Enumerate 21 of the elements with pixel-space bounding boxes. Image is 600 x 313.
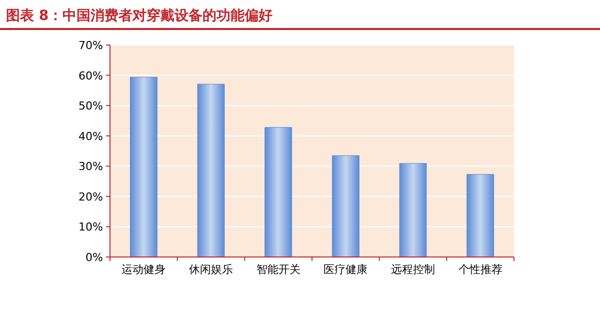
y-tick-label: 60%	[78, 69, 103, 82]
x-tick-label: 远程控制	[391, 263, 435, 276]
y-tick-label: 0%	[86, 251, 103, 264]
bar	[197, 84, 225, 258]
bar	[399, 163, 427, 258]
bar	[264, 127, 292, 258]
y-tick-label: 10%	[78, 220, 103, 234]
x-tick-label: 智能开关	[256, 263, 300, 276]
y-tick-label: 50%	[78, 100, 103, 113]
x-tick-label: 运动健身	[122, 263, 166, 276]
bar	[130, 76, 158, 258]
x-tick-label: 个性推荐	[458, 263, 502, 276]
x-tick-label: 休闲娱乐	[189, 263, 233, 276]
x-tick-label: 医疗健康	[324, 263, 368, 276]
bar	[332, 155, 360, 258]
bar	[466, 174, 494, 258]
y-tick-label: 70%	[78, 39, 103, 52]
y-tick-label: 20%	[78, 190, 103, 204]
y-tick-label: 30%	[78, 160, 103, 174]
y-tick-label: 40%	[78, 130, 103, 143]
chart-title: 图表 8：中国消费者对穿戴设备的功能偏好	[6, 7, 273, 24]
